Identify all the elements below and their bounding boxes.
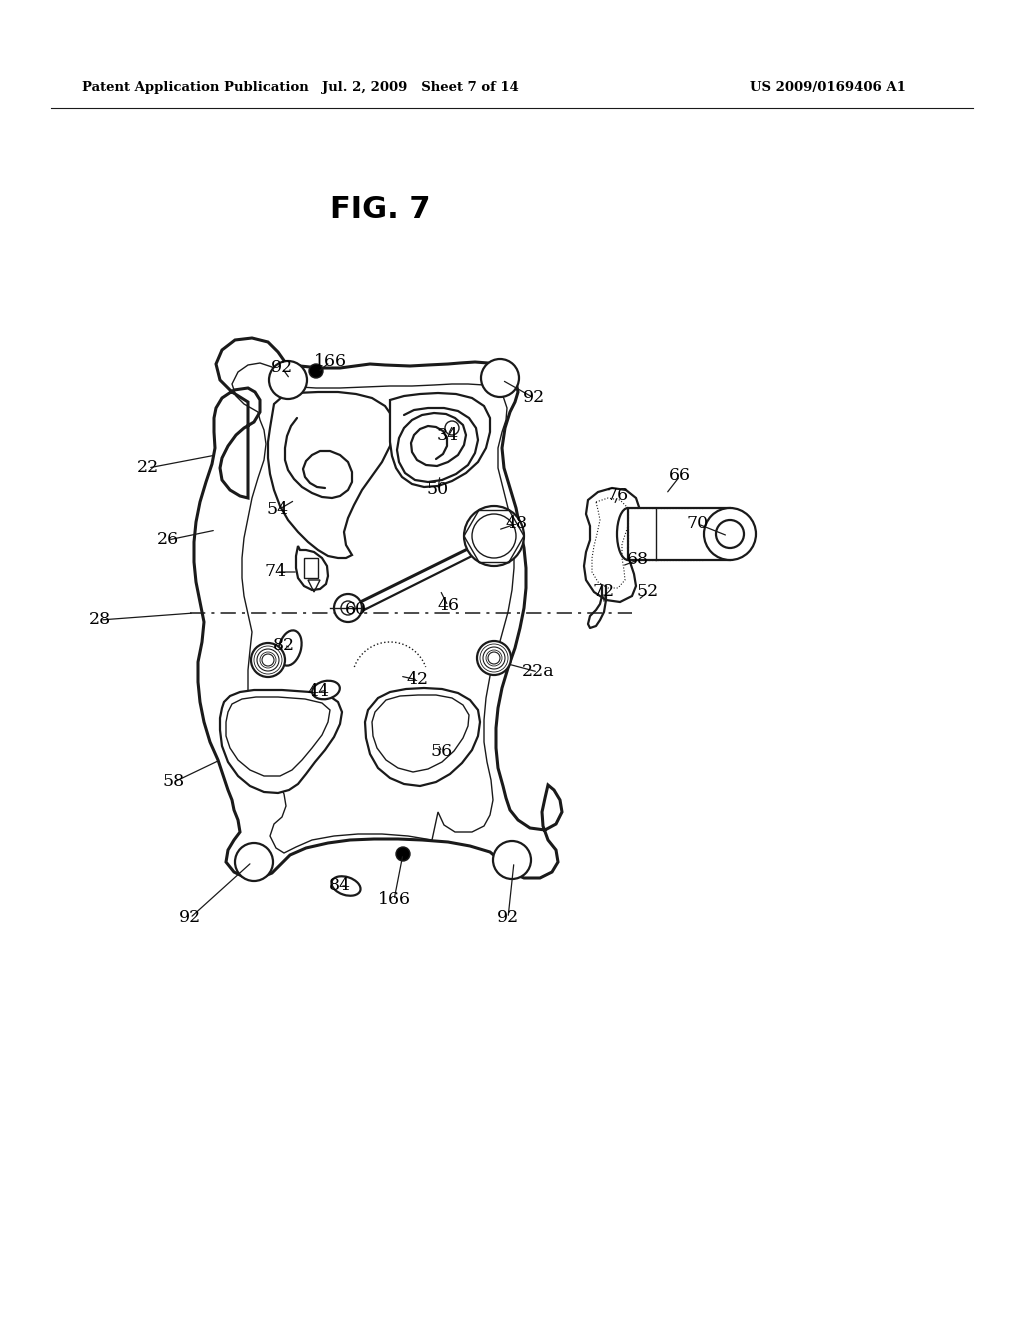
Circle shape: [705, 508, 756, 560]
Text: 54: 54: [267, 502, 289, 519]
Circle shape: [269, 360, 307, 399]
Polygon shape: [268, 392, 394, 558]
Text: Patent Application Publication: Patent Application Publication: [82, 82, 309, 95]
Polygon shape: [194, 338, 562, 878]
Bar: [628, 508, 730, 560]
Text: US 2009/0169406 A1: US 2009/0169406 A1: [750, 82, 906, 95]
Circle shape: [464, 506, 524, 566]
Circle shape: [716, 520, 744, 548]
Text: 92: 92: [179, 909, 201, 927]
Circle shape: [493, 841, 531, 879]
Text: 166: 166: [378, 891, 411, 908]
Text: 48: 48: [505, 516, 527, 532]
Ellipse shape: [279, 631, 302, 665]
Circle shape: [334, 594, 362, 622]
Polygon shape: [390, 393, 490, 487]
Circle shape: [234, 843, 273, 880]
Text: 44: 44: [307, 684, 329, 701]
Text: 28: 28: [89, 611, 111, 628]
Text: 72: 72: [593, 583, 615, 601]
Text: 22: 22: [137, 459, 159, 477]
Text: 58: 58: [163, 774, 185, 791]
Circle shape: [257, 649, 279, 671]
Text: 50: 50: [427, 482, 450, 499]
Circle shape: [477, 642, 511, 675]
Text: Jul. 2, 2009   Sheet 7 of 14: Jul. 2, 2009 Sheet 7 of 14: [322, 82, 518, 95]
Text: 166: 166: [313, 354, 346, 371]
Polygon shape: [304, 558, 318, 578]
Text: 84: 84: [329, 878, 351, 895]
Circle shape: [483, 647, 505, 669]
Text: 68: 68: [627, 552, 649, 569]
Text: 56: 56: [431, 743, 453, 760]
Text: FIG. 7: FIG. 7: [330, 195, 430, 224]
Polygon shape: [296, 546, 328, 590]
Text: 34: 34: [437, 426, 459, 444]
Text: 66: 66: [669, 467, 691, 484]
Polygon shape: [220, 690, 342, 793]
Text: 22a: 22a: [521, 664, 554, 681]
Text: 74: 74: [265, 564, 287, 581]
Text: 52: 52: [637, 583, 659, 601]
Text: 92: 92: [523, 389, 545, 407]
Ellipse shape: [332, 876, 360, 896]
Text: 46: 46: [437, 598, 459, 615]
Circle shape: [341, 601, 355, 615]
Circle shape: [481, 359, 519, 397]
Polygon shape: [584, 488, 640, 602]
Circle shape: [396, 847, 410, 861]
Circle shape: [472, 513, 516, 558]
Text: 92: 92: [271, 359, 293, 376]
Text: 60: 60: [345, 602, 367, 619]
Polygon shape: [365, 688, 480, 785]
Text: 26: 26: [157, 532, 179, 549]
Circle shape: [309, 364, 323, 378]
Ellipse shape: [312, 681, 340, 700]
Text: 92: 92: [497, 909, 519, 927]
Text: 76: 76: [607, 487, 629, 504]
Circle shape: [251, 643, 285, 677]
Text: 42: 42: [407, 672, 429, 689]
Circle shape: [488, 652, 500, 664]
Text: 70: 70: [687, 516, 709, 532]
Text: 82: 82: [273, 636, 295, 653]
Circle shape: [445, 421, 459, 436]
Circle shape: [262, 653, 274, 667]
